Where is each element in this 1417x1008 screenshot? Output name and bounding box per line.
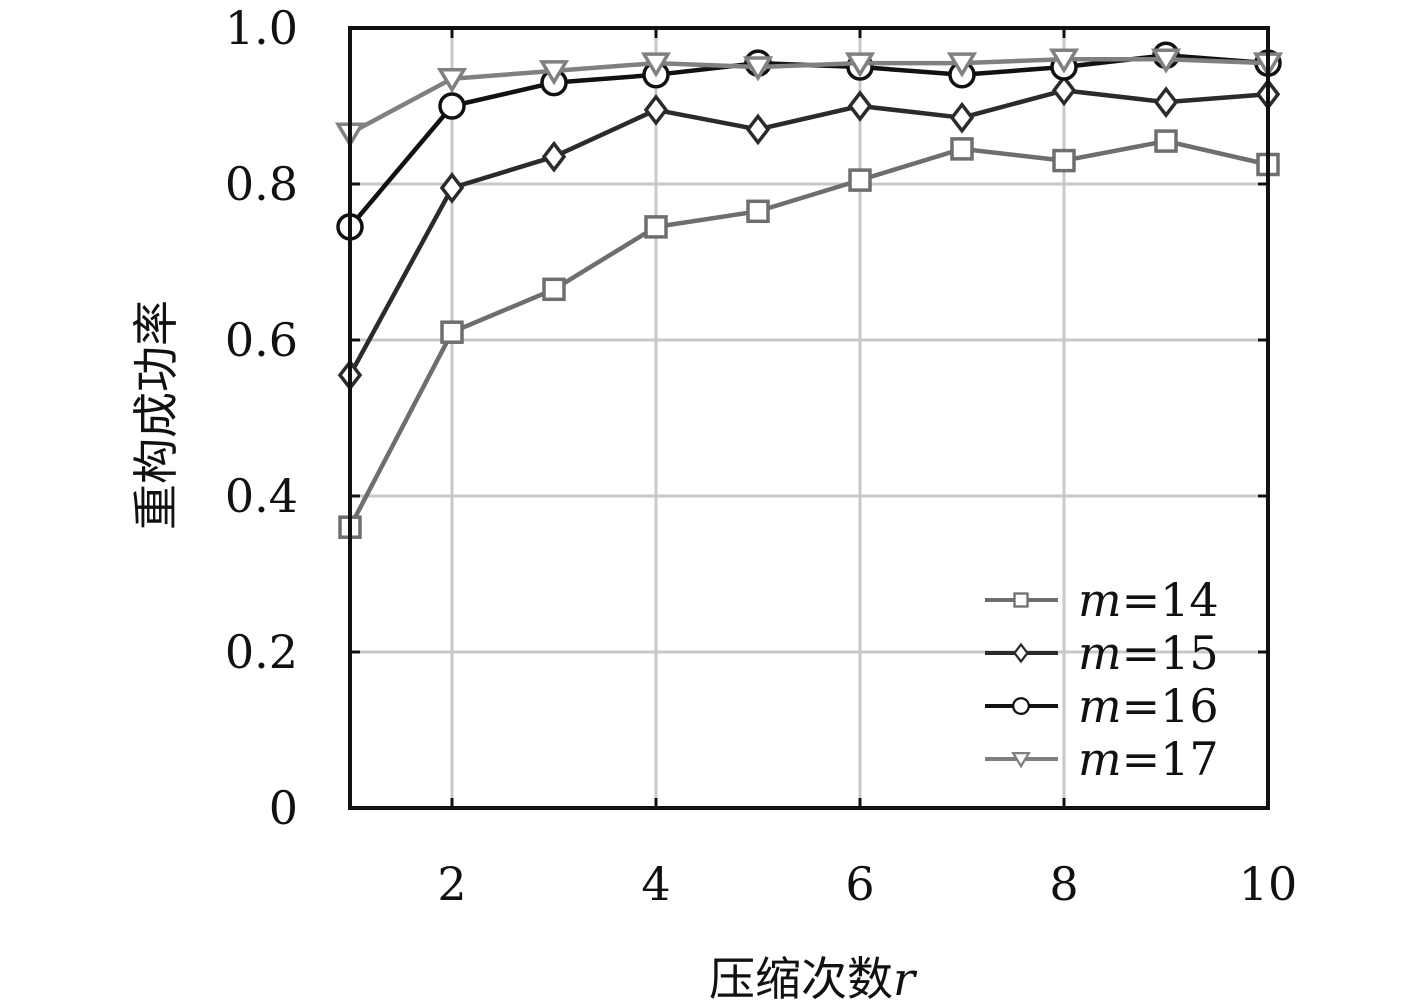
series-m=16 [336,41,1282,241]
legend-marker-square [1013,592,1029,608]
data-point-diamond [1051,74,1077,107]
x-tick-label: 2 [437,857,466,911]
plot-frame [348,26,1270,810]
series-line [348,138,1269,529]
data-point-diamond [643,94,669,126]
series-m=14 [338,129,1280,539]
data-point-square [950,137,974,161]
legend-marker-triangle-down [1011,752,1031,769]
data-point-diamond [1153,86,1179,118]
data-point-diamond [745,113,771,146]
legend-entry: m=16 [985,679,1219,733]
legend-label: m=15 [1078,626,1219,680]
data-point-triangle-down [1150,48,1182,74]
y-tick-label: 1.0 [225,1,298,55]
data-point-square [440,320,464,344]
legend-label: m=14 [1078,573,1219,627]
data-point-triangle-down [844,52,876,78]
data-point-diamond [439,172,465,204]
data-point-circle [438,92,466,120]
series-line [348,56,1269,136]
x-tick-label: 4 [641,857,670,911]
data-point-diamond [541,140,567,173]
x-tick-label: 8 [1049,857,1078,911]
data-point-triangle-down [640,52,672,78]
series-line [348,88,1269,377]
data-point-triangle-down [538,60,570,86]
legend-marker-diamond [1013,642,1029,664]
x-axis-title: 压缩次数r [709,952,918,1006]
data-point-triangle-down [742,56,774,82]
data-point-square [746,199,770,224]
legend: m=14m=15m=16m=17 [985,573,1219,786]
data-point-diamond [949,101,975,134]
tick-labels: 2 4 6 8 10 0 0.2 0.4 0.6 0.8 1.0 [225,1,1297,911]
y-tick-label: 0.2 [225,625,298,679]
legend-label: m=16 [1078,679,1219,733]
legend-entry: m=14 [985,573,1219,627]
data-point-triangle-down [946,52,978,78]
data-point-square [1052,148,1076,173]
series-m=15 [337,74,1281,391]
x-tick-label: 10 [1239,857,1298,911]
data-point-square [644,215,668,239]
y-tick-label: 0.6 [225,313,298,367]
legend-label: m=17 [1078,732,1219,786]
legend-entry: m=17 [985,732,1219,786]
series-layer [334,41,1284,539]
series-line [348,53,1269,229]
data-point-square [1154,129,1178,153]
data-point-triangle-down [436,67,468,94]
data-point-square [542,277,566,302]
data-point-square [848,168,872,192]
y-tick-label: 0 [269,781,298,835]
legend-marker-circle [1012,697,1030,715]
data-point-triangle-down [1048,48,1080,74]
y-tick-label: 0.4 [225,469,298,523]
y-tick-label: 0.8 [225,157,298,211]
legend-entry: m=15 [985,626,1219,680]
x-tick-label: 6 [845,857,874,911]
y-axis-title: 重构成功率 [129,300,183,530]
data-point-diamond [847,90,873,122]
